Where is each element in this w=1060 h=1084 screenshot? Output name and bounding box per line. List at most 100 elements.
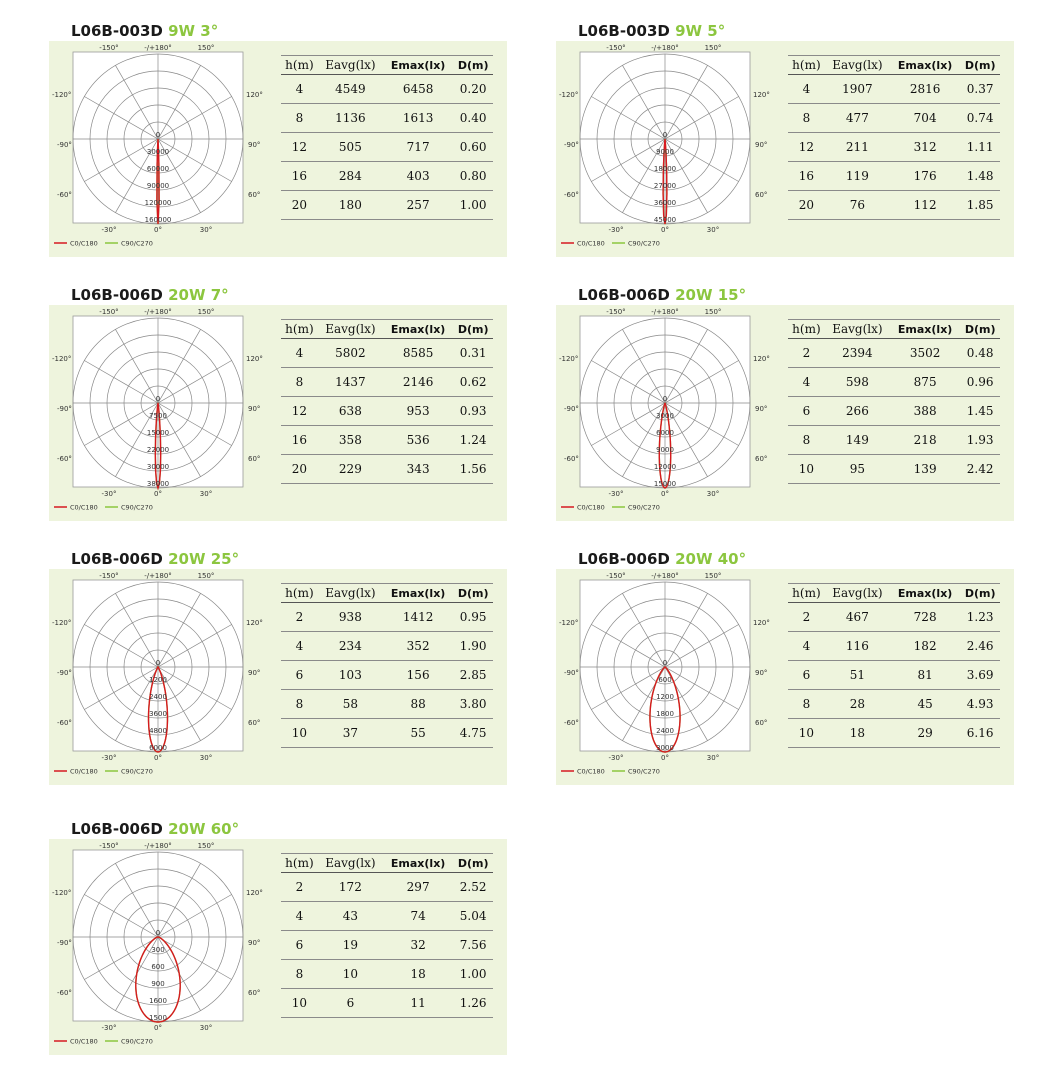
angle-label: 90° [248, 939, 260, 947]
table-header-row: h(m) Eavg(lx) Emax(lx) D(m) [281, 853, 493, 873]
angle-label: -30° [609, 490, 624, 498]
polar-diagram: 0 300 600 900 1600 1500 -150° -/+180° 150° -120° 1… [52, 842, 263, 1046]
table-row: 8 28 45 4.93 [788, 689, 1000, 719]
angle-label: 30° [707, 226, 719, 234]
angle-label: 60° [755, 191, 767, 199]
column-header: D(m) [453, 583, 493, 603]
table-cell: 4.75 [453, 718, 493, 748]
table-cell: 16 [281, 161, 318, 191]
ring-label-center: 0 [663, 395, 667, 403]
angle-label: 90° [755, 141, 767, 149]
power-beam-spec: 20W 15° [675, 286, 747, 304]
table-cell: 182 [889, 631, 961, 661]
table-row: 4 598 875 0.96 [788, 367, 1000, 397]
column-header: h(m) [281, 55, 318, 75]
legend-c0-label: C0/C180 [70, 240, 98, 248]
angle-label: -150° [606, 572, 625, 580]
table-cell: 88 [382, 689, 454, 719]
ring-label: 18000 [654, 165, 676, 173]
table-cell: 0.80 [453, 161, 493, 191]
table-row: 8 58 88 3.80 [281, 689, 493, 719]
column-header: Emax(lx) [889, 319, 961, 339]
column-header: Emax(lx) [889, 583, 961, 603]
table-cell: 172 [317, 872, 383, 902]
table-cell: 156 [382, 660, 454, 690]
ring-label: 160000 [145, 216, 172, 224]
ring-label: 3000 [656, 412, 674, 420]
table-cell: 0.31 [453, 338, 493, 368]
angle-label: 0° [154, 1024, 162, 1032]
table-cell: 257 [382, 190, 454, 220]
table-row: 4 43 74 5.04 [281, 901, 493, 931]
model-code: L06B-003D [578, 22, 670, 40]
column-header: h(m) [788, 319, 825, 339]
table-cell: 0.60 [453, 132, 493, 162]
table-cell: 1613 [382, 103, 454, 133]
table-row: 4 4549 6458 0.20 [281, 74, 493, 104]
table-cell: 4 [281, 74, 318, 104]
column-header: h(m) [788, 55, 825, 75]
polar-diagram: 0 600 1200 1800 2400 3000 -150° -/+180° 150° -120… [559, 572, 770, 776]
angle-label: -/+180° [651, 44, 679, 52]
panel-title: L06B-006D 20W 15° [578, 286, 746, 304]
model-code: L06B-006D [71, 820, 163, 838]
table-cell: 16 [281, 425, 318, 455]
column-header: Eavg(lx) [824, 55, 890, 75]
power-beam-spec: 20W 60° [168, 820, 240, 838]
table-cell: 6 [788, 660, 825, 690]
table-cell: 284 [317, 161, 383, 191]
table-cell: 4 [281, 631, 318, 661]
table-cell: 3.69 [960, 660, 1000, 690]
angle-label: -/+180° [651, 572, 679, 580]
table-cell: 4549 [317, 74, 383, 104]
column-header: h(m) [281, 583, 318, 603]
polar-diagram: 0 9000 18000 27000 36000 45000 -150° -/+180° 150… [559, 44, 770, 248]
table-row: 12 505 717 0.60 [281, 132, 493, 162]
table-cell: 0.20 [453, 74, 493, 104]
table-cell: 10 [788, 454, 825, 484]
table-header-row: h(m) Eavg(lx) Emax(lx) D(m) [281, 319, 493, 339]
polar-diagram: 0 7500 15000 22000 30000 38000 -150° -/+180° 150… [52, 308, 263, 512]
table-cell: 477 [824, 103, 890, 133]
ring-label: 600 [658, 676, 671, 684]
table-row: 6 103 156 2.85 [281, 660, 493, 690]
table-cell: 0.96 [960, 367, 1000, 397]
legend-c90-label: C90/C270 [121, 504, 153, 512]
table-cell: 20 [281, 454, 318, 484]
angle-label: -90° [564, 141, 579, 149]
table-cell: 1.90 [453, 631, 493, 661]
table-cell: 0.62 [453, 367, 493, 397]
ring-label: 1500 [149, 1014, 167, 1022]
table-cell: 2146 [382, 367, 454, 397]
angle-label: 120° [246, 619, 263, 627]
legend-c90-label: C90/C270 [121, 240, 153, 248]
table-cell: 3.80 [453, 689, 493, 719]
ring-label: 3000 [656, 744, 674, 752]
table-cell: 638 [317, 396, 383, 426]
table-cell: 352 [382, 631, 454, 661]
curve-c0-c180 [154, 402, 162, 491]
illuminance-table: h(m) Eavg(lx) Emax(lx) D(m) 2 172 297 2.52 4 43 74… [281, 853, 493, 1018]
table-row: 20 180 257 1.00 [281, 190, 493, 220]
legend-c90-label: C90/C270 [121, 768, 153, 776]
table-row: 2 467 728 1.23 [788, 602, 1000, 632]
illuminance-table: h(m) Eavg(lx) Emax(lx) D(m) 4 4549 6458 0.20 8 11… [281, 55, 493, 220]
angle-label: -150° [606, 308, 625, 316]
diagram-box: 0 600 1200 1800 2400 3000 -150° -/+180° 150° -120… [556, 569, 1014, 785]
angle-label: 150° [198, 308, 215, 316]
ring-label: 7500 [149, 412, 167, 420]
table-cell: 2 [788, 602, 825, 632]
table-cell: 58 [317, 689, 383, 719]
panel-title: L06B-006D 20W 60° [71, 820, 239, 838]
table-cell: 2.85 [453, 660, 493, 690]
table-header-row: h(m) Eavg(lx) Emax(lx) D(m) [281, 55, 493, 75]
angle-label: -90° [57, 141, 72, 149]
table-cell: 1412 [382, 602, 454, 632]
table-row: 8 10 18 1.00 [281, 959, 493, 989]
table-row: 20 229 343 1.56 [281, 454, 493, 484]
table-row: 4 5802 8585 0.31 [281, 338, 493, 368]
ring-label-center: 0 [156, 659, 160, 667]
table-cell: 234 [317, 631, 383, 661]
angle-label: 0° [661, 226, 669, 234]
table-cell: 505 [317, 132, 383, 162]
